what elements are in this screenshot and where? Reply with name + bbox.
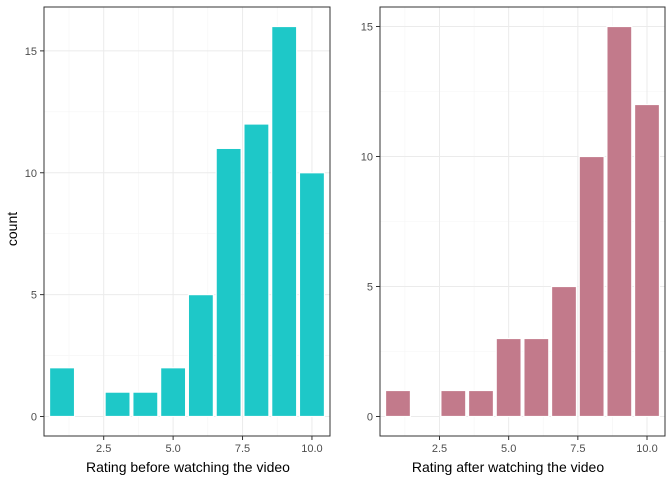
right-y-tick-label: 10 [361, 152, 373, 164]
right-histogram-bar [495, 337, 522, 418]
left-histogram-bar [298, 172, 326, 418]
right-y-tick-label: 0 [367, 412, 373, 424]
left-panel-border [43, 6, 331, 437]
right-x-tick-label: 10.0 [636, 443, 657, 455]
right-x-tick-label: 5.0 [501, 443, 516, 455]
left-histogram-bar [160, 367, 187, 418]
right-y-tick-label: 15 [361, 22, 373, 34]
right-histogram-bar [578, 155, 605, 418]
left-x-tick-label: 7.5 [235, 443, 250, 455]
left-y-tick-label: 15 [25, 46, 37, 58]
left-histogram-bar [187, 294, 214, 418]
right-y-tick-label: 5 [367, 282, 373, 294]
left-chart-panel: 2.5 5.0 7.5 10.0 0 5 10 15 [25, 6, 331, 455]
x-axis-title-right: Rating after watching the video [412, 459, 604, 475]
right-panel-border [379, 6, 666, 437]
right-histogram-bar [550, 285, 578, 418]
left-x-tick-label: 10.0 [301, 443, 322, 455]
left-y-tick-label: 5 [31, 290, 37, 302]
left-x-tick-label: 2.5 [96, 443, 111, 455]
left-histogram-bar [132, 391, 159, 418]
left-histogram-bar [48, 367, 76, 418]
right-x-tick-label: 7.5 [570, 443, 585, 455]
left-y-tick-label: 0 [31, 412, 37, 424]
right-x-tick-label: 2.5 [432, 443, 447, 455]
right-chart-panel: 2.5 5.0 7.5 10.0 0 5 10 15 [361, 6, 666, 455]
right-histogram-bar [467, 389, 495, 418]
right-histogram-bar [440, 389, 467, 418]
left-histogram-bar [215, 147, 242, 418]
right-histogram-bar [606, 25, 633, 418]
right-histogram-bar [384, 389, 412, 418]
left-histogram-bar [271, 25, 298, 418]
left-histogram-bar [104, 391, 131, 418]
left-x-tick-label: 5.0 [165, 443, 180, 455]
left-y-tick-label: 10 [25, 168, 37, 180]
right-histogram-bar [523, 337, 550, 418]
x-axis-title-left: Rating before watching the video [86, 459, 290, 475]
right-histogram-bar [633, 103, 661, 418]
left-histogram-bar [243, 123, 270, 418]
y-axis-title-left: count [4, 212, 20, 246]
